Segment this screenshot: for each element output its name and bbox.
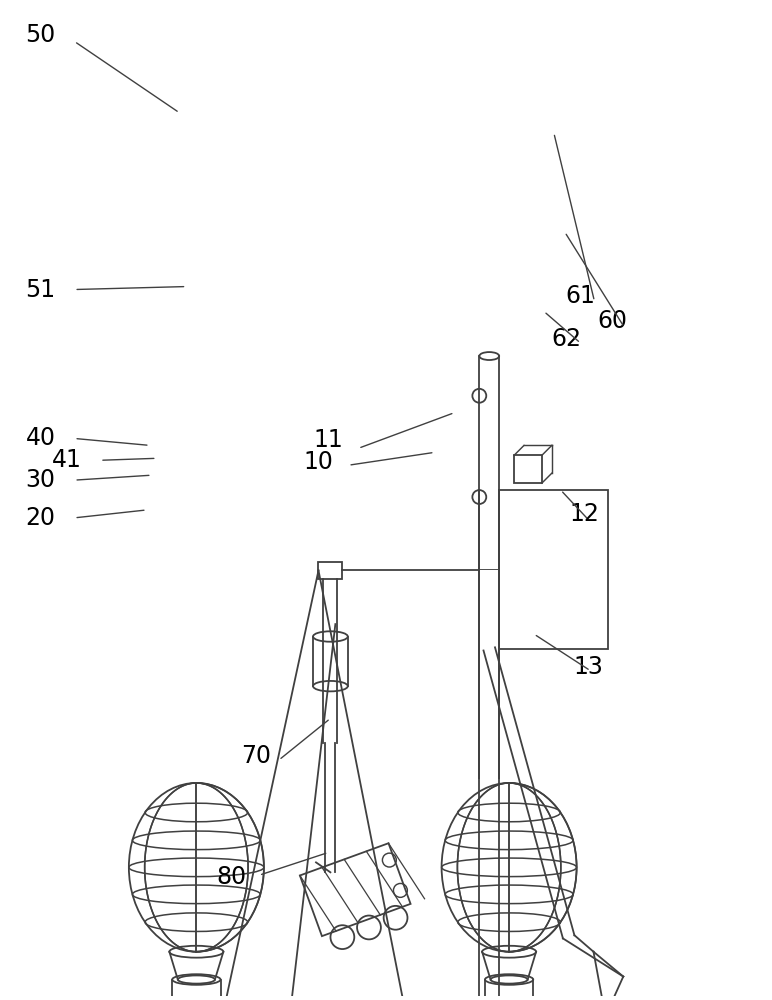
Text: 11: 11 bbox=[313, 428, 344, 452]
Text: 70: 70 bbox=[241, 744, 271, 768]
Text: 12: 12 bbox=[570, 502, 600, 526]
Text: 61: 61 bbox=[566, 284, 595, 308]
Text: 41: 41 bbox=[52, 448, 83, 472]
Text: 30: 30 bbox=[25, 468, 56, 492]
Bar bbox=[514, 455, 542, 483]
Text: 13: 13 bbox=[574, 655, 604, 679]
Text: 80: 80 bbox=[216, 865, 246, 889]
Text: 20: 20 bbox=[25, 506, 56, 530]
Text: 50: 50 bbox=[25, 23, 56, 47]
Text: 40: 40 bbox=[25, 426, 56, 450]
Bar bbox=[499, 490, 608, 649]
Text: 62: 62 bbox=[552, 327, 581, 351]
Text: 10: 10 bbox=[303, 450, 334, 474]
Text: 51: 51 bbox=[25, 278, 56, 302]
Bar bbox=[319, 562, 342, 579]
Text: 60: 60 bbox=[598, 309, 628, 333]
